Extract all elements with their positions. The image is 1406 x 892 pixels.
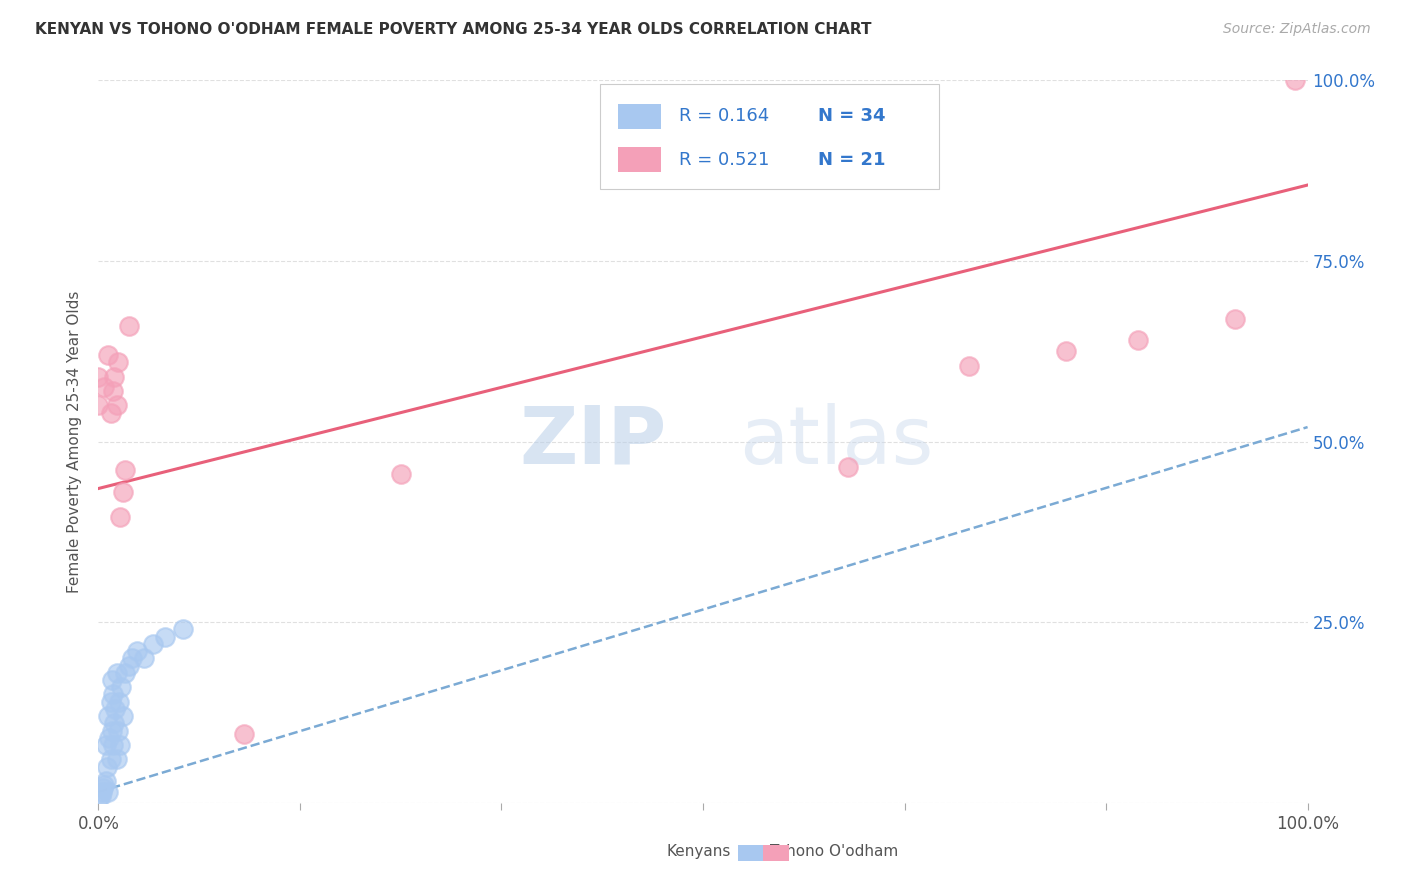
Point — [101, 384, 124, 398]
Point — [103, 369, 125, 384]
Point — [101, 687, 124, 701]
Text: KENYAN VS TOHONO O'ODHAM FEMALE POVERTY AMONG 25-34 YEAR OLDS CORRELATION CHART: KENYAN VS TOHONO O'ODHAM FEMALE POVERTY … — [35, 22, 872, 37]
Point — [87, 398, 110, 412]
Point — [94, 774, 117, 789]
Point — [108, 510, 131, 524]
Point — [87, 792, 110, 806]
Point — [97, 348, 120, 362]
Point — [87, 369, 110, 384]
Point — [837, 459, 859, 474]
Point — [127, 644, 149, 658]
Point — [103, 716, 125, 731]
Point — [100, 752, 122, 766]
Point — [153, 630, 176, 644]
Y-axis label: Female Poverty Among 25-34 Year Olds: Female Poverty Among 25-34 Year Olds — [67, 291, 83, 592]
Text: R = 0.521: R = 0.521 — [679, 151, 769, 169]
Point — [98, 731, 121, 745]
Point — [100, 406, 122, 420]
Point — [110, 680, 132, 694]
Point — [91, 781, 114, 796]
Point — [1284, 73, 1306, 87]
Point — [101, 738, 124, 752]
Text: Source: ZipAtlas.com: Source: ZipAtlas.com — [1223, 22, 1371, 37]
Point — [118, 318, 141, 333]
Text: ZIP: ZIP — [519, 402, 666, 481]
Point — [100, 673, 122, 687]
Text: Kenyans: Kenyans — [666, 845, 731, 859]
Point — [114, 665, 136, 680]
Point — [105, 665, 128, 680]
Point — [172, 623, 194, 637]
Point — [134, 651, 156, 665]
Point — [93, 778, 115, 792]
Point — [100, 723, 122, 738]
Point — [97, 785, 120, 799]
Point — [1054, 344, 1077, 359]
Point — [111, 709, 134, 723]
Point — [97, 709, 120, 723]
Bar — [619, 103, 661, 129]
FancyBboxPatch shape — [600, 84, 939, 189]
Point — [107, 355, 129, 369]
Point — [105, 752, 128, 766]
Point — [389, 467, 412, 481]
Point — [108, 738, 131, 752]
Point — [104, 702, 127, 716]
Text: N = 34: N = 34 — [818, 107, 886, 126]
Text: atlas: atlas — [740, 402, 934, 481]
Point — [114, 463, 136, 477]
Point — [94, 738, 117, 752]
Text: R = 0.164: R = 0.164 — [679, 107, 769, 126]
Point — [957, 359, 980, 373]
Point — [142, 637, 165, 651]
Text: N = 21: N = 21 — [818, 151, 886, 169]
Point — [111, 485, 134, 500]
Point — [93, 380, 115, 394]
Point — [100, 695, 122, 709]
Bar — [619, 147, 661, 172]
Point — [90, 789, 112, 803]
Point — [232, 727, 254, 741]
Point — [118, 658, 141, 673]
Point — [121, 651, 143, 665]
Point — [1128, 334, 1150, 348]
Point — [105, 398, 128, 412]
Text: Tohono O'odham: Tohono O'odham — [770, 845, 898, 859]
Point — [1223, 311, 1246, 326]
Point — [107, 723, 129, 738]
Point — [108, 695, 131, 709]
Point — [91, 785, 114, 799]
Point — [96, 760, 118, 774]
